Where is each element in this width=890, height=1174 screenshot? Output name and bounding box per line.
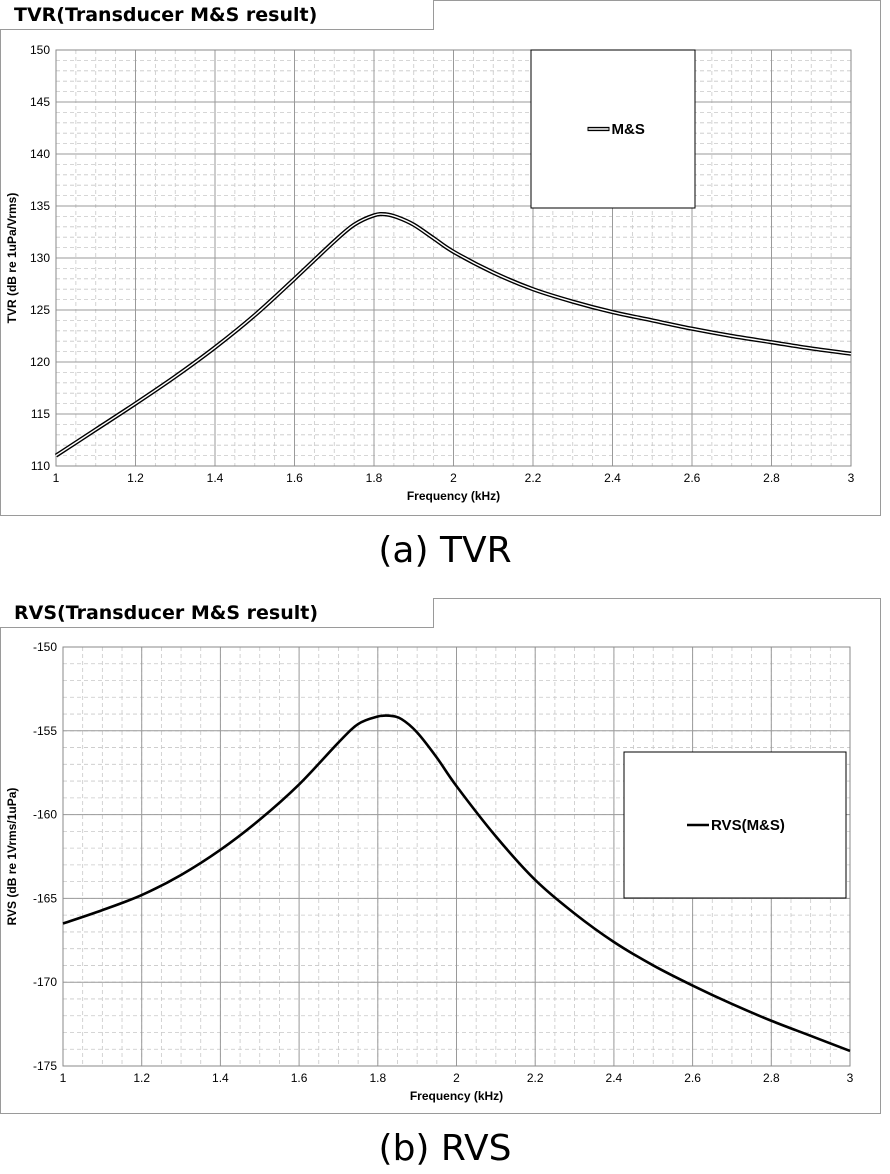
tvr-series-inner <box>55 213 852 457</box>
rvs-x-tick-label: 1 <box>60 1071 67 1085</box>
rvs-x-tick-label: 2 <box>453 1071 460 1085</box>
tvr-x-tick-label: 1.4 <box>207 471 224 485</box>
tvr-y-tick-label: 115 <box>31 407 50 421</box>
rvs-x-tick-label: 1.6 <box>291 1071 308 1085</box>
tvr-x-tick-label: 3 <box>848 471 855 485</box>
rvs-x-tick-label: 2.6 <box>684 1071 701 1085</box>
tvr-plot-area <box>55 49 852 467</box>
rvs-x-tick-label: 1.4 <box>212 1071 229 1085</box>
rvs-y-tick-label: -155 <box>33 724 57 738</box>
tvr-x-tick-label: 2.8 <box>763 471 780 485</box>
rvs-x-tick-label: 3 <box>847 1071 854 1085</box>
rvs-series-line <box>62 714 851 1053</box>
tvr-y-tick-label: 120 <box>30 355 50 369</box>
rvs-plot-area <box>62 646 851 1067</box>
tvr-x-tick-label: 1 <box>53 471 60 485</box>
tvr-y-tick-label: 125 <box>30 303 50 317</box>
tvr-x-tick-label: 1.2 <box>127 471 144 485</box>
rvs-chart-title: RVS(Transducer M&S result) <box>0 598 434 628</box>
rvs-legend-entry: RVS(M&S) <box>711 817 785 834</box>
rvs-y-tick-label: -165 <box>33 891 57 905</box>
tvr-x-axis-label: Frequency (kHz) <box>407 489 500 503</box>
tvr-series-line <box>54 211 852 458</box>
rvs-legend: RVS(M&S) <box>623 751 847 899</box>
tvr-y-tick-label: 145 <box>30 95 50 109</box>
tvr-y-tick-label: 130 <box>30 251 50 265</box>
tvr-y-axis-label: TVR (dB re 1uPa/Vrms) <box>5 193 19 324</box>
tvr-x-tick-label: 2.2 <box>525 471 542 485</box>
rvs-x-tick-label: 2.8 <box>763 1071 780 1085</box>
rvs-x-axis-label: Frequency (kHz) <box>410 1089 503 1103</box>
tvr-legend-entry: M&S <box>612 121 645 138</box>
caption-a: (a) TVR <box>378 530 512 571</box>
tvr-y-tick-label: 140 <box>30 147 50 161</box>
rvs-series-path <box>62 714 851 1053</box>
tvr-legend: M&S <box>530 49 696 209</box>
rvs-y-tick-label: -160 <box>33 808 57 822</box>
tvr-x-tick-label: 2.6 <box>684 471 701 485</box>
rvs-x-tick-label: 1.2 <box>133 1071 150 1085</box>
tvr-chart-title: TVR(Transducer M&S result) <box>0 0 434 30</box>
tvr-chart-panel: 1 1.2 1.4 1.6 1.8 2 2.2 2.4 2.6 2.8 3 110 115 120 125 1… <box>0 0 881 516</box>
rvs-x-tick-label: 2.2 <box>527 1071 544 1085</box>
rvs-legend-box <box>623 751 847 899</box>
tvr-x-tick-label: 1.6 <box>286 471 303 485</box>
rvs-x-tick-label: 1.8 <box>369 1071 386 1085</box>
rvs-chart-frame <box>0 598 881 1114</box>
rvs-y-tick-label: -175 <box>33 1059 57 1073</box>
rvs-plot: 1 1.2 1.4 1.6 1.8 2 2.2 2.4 2.6 2.8 3 -175 -170 -165 -… <box>5 640 854 1103</box>
tvr-y-tick-label: 150 <box>30 43 50 57</box>
tvr-plot: 1 1.2 1.4 1.6 1.8 2 2.2 2.4 2.6 2.8 3 110 115 120 125 1… <box>5 43 855 503</box>
rvs-x-tick-label: 2.4 <box>606 1071 623 1085</box>
caption-b: (b) RVS <box>378 1128 512 1169</box>
tvr-legend-box <box>530 49 696 209</box>
tvr-x-tick-label: 2 <box>450 471 457 485</box>
tvr-x-tick-label: 1.8 <box>366 471 383 485</box>
rvs-chart-panel: 1 1.2 1.4 1.6 1.8 2 2.2 2.4 2.6 2.8 3 -175 -170 -165 -… <box>0 598 881 1114</box>
rvs-y-axis-label: RVS (dB re 1Vrms/1uPa) <box>5 788 19 926</box>
rvs-y-tick-label: -170 <box>33 975 57 989</box>
tvr-x-tick-label: 2.4 <box>604 471 621 485</box>
tvr-y-tick-label: 110 <box>31 459 50 473</box>
rvs-y-tick-label: -150 <box>33 640 57 654</box>
tvr-y-tick-label: 135 <box>30 199 50 213</box>
tvr-chart-frame <box>0 0 881 516</box>
